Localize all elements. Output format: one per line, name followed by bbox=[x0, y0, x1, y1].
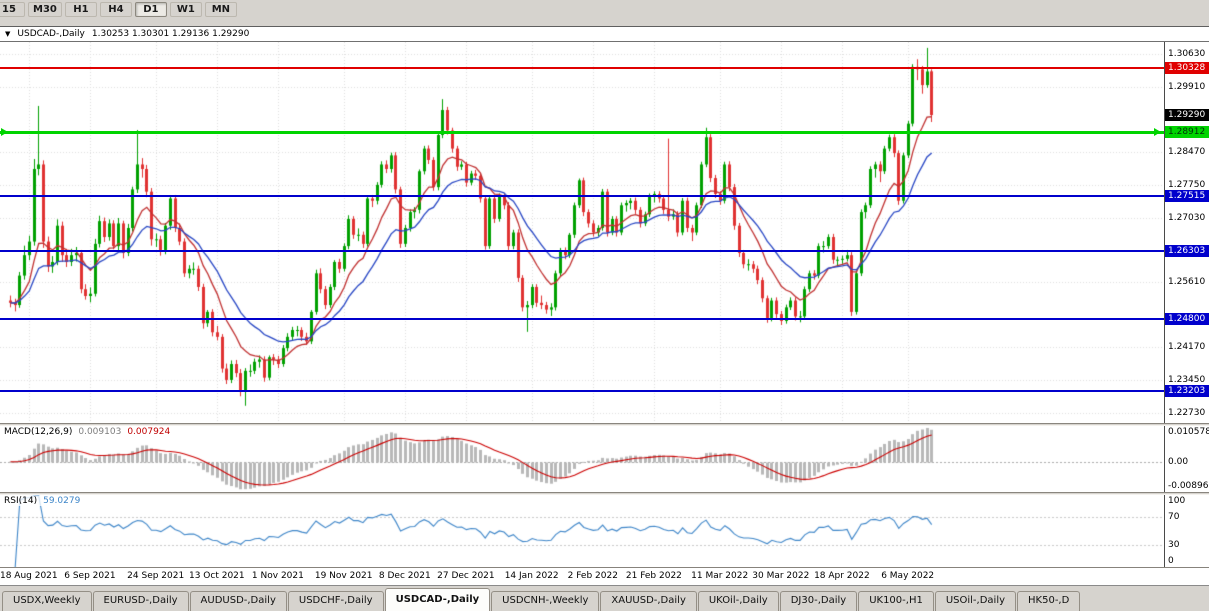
macd-indicator-name: MACD(12,26,9) bbox=[4, 427, 73, 437]
macd-axis-label: 0.010578 bbox=[1168, 427, 1209, 437]
time-axis[interactable]: 18 Aug 2021 6 Sep 2021 24 Sep 2021 13 Oct 2… bbox=[0, 567, 1209, 586]
current-price-badge: 1.29290 bbox=[1165, 109, 1209, 121]
chart-symbol-label: USDCAD-,Daily bbox=[17, 29, 85, 39]
rsi-panel: RSI(14) 59.0279 100 70 30 0 bbox=[0, 495, 1209, 567]
chart-window: ▼ USDCAD-,Daily 1.30253 1.30301 1.29136 … bbox=[0, 26, 1209, 586]
price-tick-label: 1.27030 bbox=[1168, 212, 1206, 223]
tab-xauusd-daily[interactable]: XAUUSD-,Daily bbox=[600, 591, 697, 611]
price-level-line[interactable] bbox=[0, 318, 1164, 320]
tab-hk50-d[interactable]: HK50-,D bbox=[1017, 591, 1081, 611]
price-level-line[interactable] bbox=[0, 67, 1164, 69]
timeframe-button-15[interactable]: 15 bbox=[0, 2, 25, 17]
level-arrow-icon bbox=[1154, 128, 1161, 136]
macd-axis-label: 0.00 bbox=[1168, 456, 1189, 467]
price-tick-label: 1.29910 bbox=[1168, 81, 1206, 92]
price-tick-label: 1.23450 bbox=[1168, 374, 1206, 385]
price-axis[interactable]: 1.30630 1.29910 1.28470 1.27750 1.27030 1.256… bbox=[1164, 42, 1209, 423]
panel-splitter[interactable] bbox=[0, 423, 1209, 426]
tab-usdcad-daily[interactable]: USDCAD-,Daily bbox=[384, 588, 491, 611]
tab-audusd-daily[interactable]: AUDUSD-,Daily bbox=[189, 591, 287, 611]
date-label: 30 Mar 2022 bbox=[752, 571, 810, 581]
price-tick-label: 1.28470 bbox=[1168, 147, 1206, 158]
price-tick-label: 1.30630 bbox=[1168, 49, 1206, 60]
macd-panel: MACD(12,26,9) 0.009103 0.007924 0.010578 0.… bbox=[0, 426, 1209, 492]
timeframe-button-w1[interactable]: W1 bbox=[169, 2, 202, 17]
macd-signal-value: 0.007924 bbox=[127, 427, 171, 437]
price-tick-label: 1.27750 bbox=[1168, 179, 1206, 190]
level-arrow-icon bbox=[1, 128, 8, 136]
price-tick-label: 1.25610 bbox=[1168, 276, 1206, 287]
date-label: 1 Nov 2021 bbox=[251, 571, 304, 581]
rsi-axis-label: 30 bbox=[1168, 540, 1180, 551]
price-level-line[interactable] bbox=[0, 390, 1164, 392]
price-level-badge: 1.26303 bbox=[1165, 245, 1209, 257]
macd-canvas[interactable] bbox=[0, 426, 1164, 492]
price-level-line[interactable] bbox=[0, 131, 1164, 134]
timeframe-button-h1[interactable]: H1 bbox=[64, 2, 97, 17]
price-level-badge: 1.23203 bbox=[1165, 385, 1209, 397]
chart-ohlc-values: 1.30253 1.30301 1.29136 1.29290 bbox=[91, 29, 250, 39]
rsi-axis-label: 100 bbox=[1168, 496, 1186, 506]
date-label: 11 Mar 2022 bbox=[691, 571, 749, 581]
price-level-badge: 1.27515 bbox=[1165, 190, 1209, 202]
timeframe-button-m30[interactable]: M30 bbox=[28, 2, 62, 17]
date-label: 21 Feb 2022 bbox=[625, 571, 682, 581]
rsi-indicator-name: RSI(14) bbox=[4, 496, 38, 506]
date-label: 24 Sep 2021 bbox=[127, 571, 185, 581]
rsi-canvas[interactable] bbox=[0, 495, 1164, 567]
price-levels-overlay bbox=[0, 42, 1164, 423]
chevron-down-icon[interactable]: ▼ bbox=[5, 29, 11, 38]
rsi-value: 59.0279 bbox=[43, 496, 81, 506]
price-tick-label: 1.24170 bbox=[1168, 342, 1206, 353]
date-label: 27 Dec 2021 bbox=[437, 571, 495, 581]
price-level-line[interactable] bbox=[0, 195, 1164, 197]
price-level-badge: 1.28912 bbox=[1165, 126, 1209, 138]
date-label: 6 Sep 2021 bbox=[64, 571, 116, 581]
price-level-badge: 1.24800 bbox=[1165, 313, 1209, 325]
main-chart-plot[interactable] bbox=[0, 42, 1164, 423]
rsi-axis[interactable]: 100 70 30 0 bbox=[1164, 495, 1209, 567]
date-label: 18 Apr 2022 bbox=[814, 571, 870, 581]
macd-label: MACD(12,26,9) 0.009103 0.007924 bbox=[4, 427, 171, 437]
macd-axis[interactable]: 0.010578 0.00 -0.00896 bbox=[1164, 426, 1209, 492]
price-level-line[interactable] bbox=[0, 250, 1164, 252]
chart-tabs-bar: USDX,Weekly EURUSD-,Daily AUDUSD-,Daily USD… bbox=[0, 585, 1209, 611]
timeframe-toolbar: 15 M30 H1 H4 D1 W1 MN bbox=[0, 0, 1209, 26]
tab-usdchf-daily[interactable]: USDCHF-,Daily bbox=[287, 591, 384, 611]
rsi-axis-label: 70 bbox=[1168, 511, 1180, 522]
date-label: 13 Oct 2021 bbox=[188, 571, 245, 581]
timeframe-button-d1[interactable]: D1 bbox=[134, 2, 167, 17]
rsi-label: RSI(14) 59.0279 bbox=[4, 496, 81, 506]
date-label: 14 Jan 2022 bbox=[504, 571, 559, 581]
tab-usdx-weekly[interactable]: USDX,Weekly bbox=[2, 591, 92, 611]
date-label: 2 Feb 2022 bbox=[567, 571, 618, 581]
tab-ukoil-daily[interactable]: UKOil-,Daily bbox=[697, 591, 779, 611]
timeframe-button-h4[interactable]: H4 bbox=[99, 2, 132, 17]
chart-title-bar: ▼ USDCAD-,Daily 1.30253 1.30301 1.29136 … bbox=[0, 27, 1209, 42]
date-label: 18 Aug 2021 bbox=[0, 571, 58, 581]
date-label: 19 Nov 2021 bbox=[314, 571, 373, 581]
macd-main-value: 0.009103 bbox=[78, 427, 122, 437]
tab-dj30-daily[interactable]: DJ30-,Daily bbox=[779, 591, 858, 611]
date-label: 6 May 2022 bbox=[881, 571, 935, 581]
tab-uk100-h1[interactable]: UK100-,H1 bbox=[858, 591, 934, 611]
rsi-plot[interactable]: RSI(14) 59.0279 bbox=[0, 495, 1164, 567]
price-level-badge: 1.30328 bbox=[1165, 62, 1209, 74]
price-tick-label: 1.22730 bbox=[1168, 407, 1206, 418]
tab-usoil-daily[interactable]: USOil-,Daily bbox=[934, 591, 1017, 611]
tab-usdcnh-weekly[interactable]: USDCNH-,Weekly bbox=[491, 591, 600, 611]
timeframe-button-mn[interactable]: MN bbox=[204, 2, 237, 17]
rsi-axis-label: 0 bbox=[1168, 556, 1174, 566]
macd-axis-label: -0.00896 bbox=[1168, 481, 1209, 491]
macd-plot[interactable]: MACD(12,26,9) 0.009103 0.007924 bbox=[0, 426, 1164, 492]
main-chart-canvas[interactable] bbox=[0, 42, 1164, 423]
main-chart-panel: 1.30630 1.29910 1.28470 1.27750 1.27030 1.256… bbox=[0, 42, 1209, 423]
panel-splitter[interactable] bbox=[0, 492, 1209, 495]
tab-eurusd-daily[interactable]: EURUSD-,Daily bbox=[92, 591, 189, 611]
date-label: 8 Dec 2021 bbox=[378, 571, 431, 581]
